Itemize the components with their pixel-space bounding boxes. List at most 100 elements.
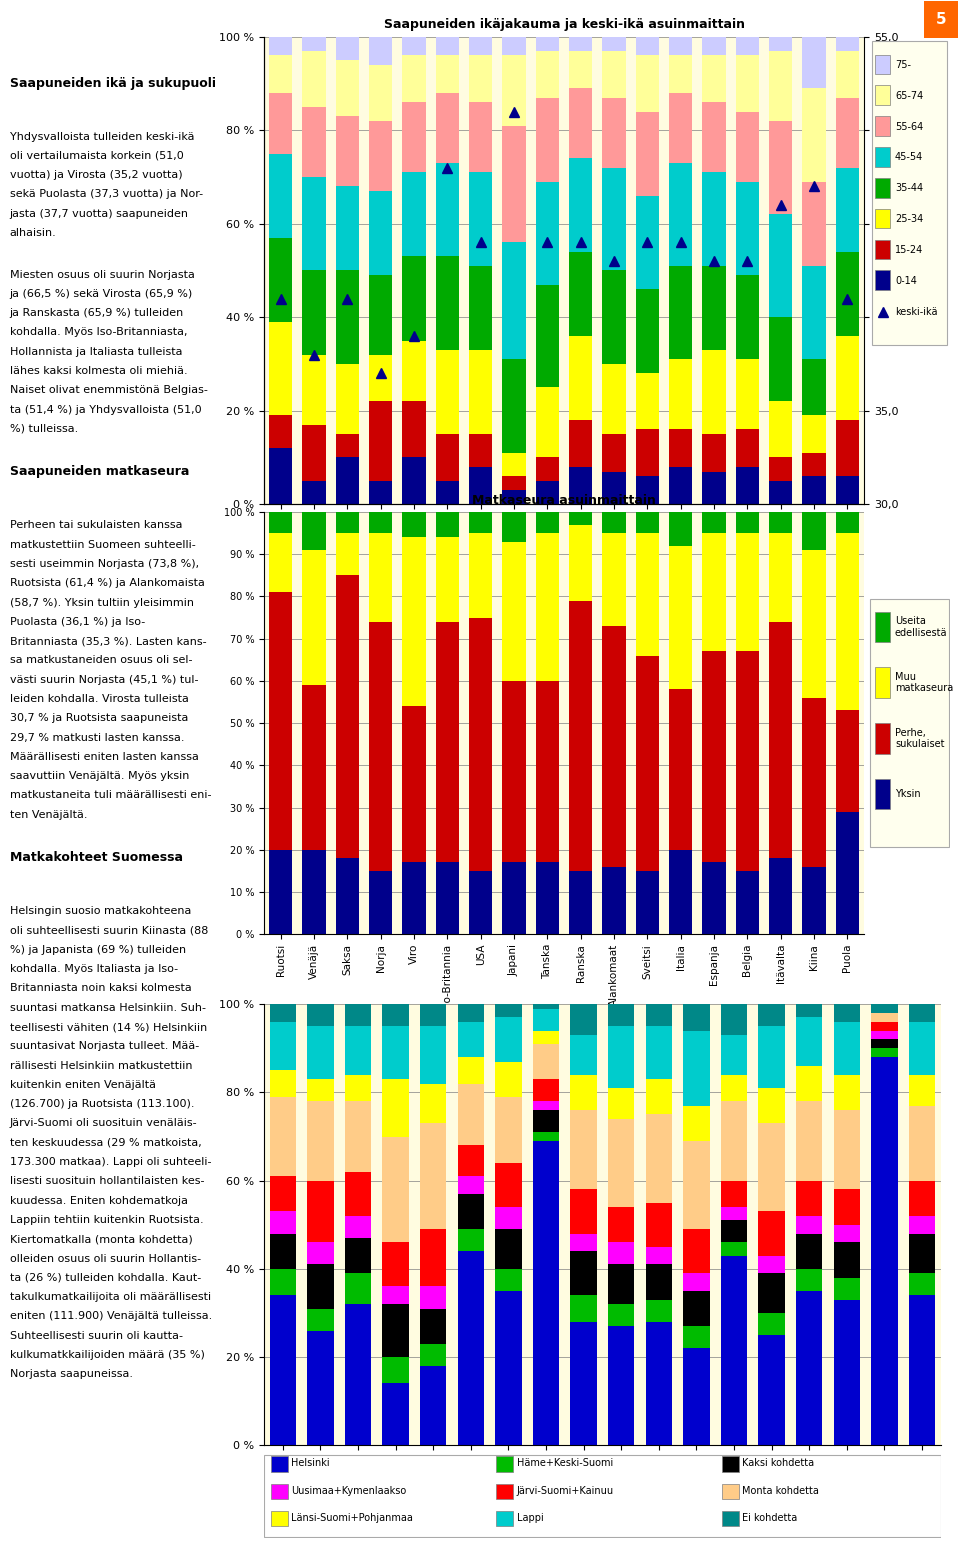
Y-axis label: keski-ikä: keski-ikä: [908, 246, 918, 295]
Bar: [533, 1141, 559, 1445]
Bar: [345, 1004, 372, 1026]
Text: sesti useimmin Norjasta (73,8 %),: sesti useimmin Norjasta (73,8 %),: [10, 559, 199, 569]
Bar: [536, 98, 559, 182]
Text: 173.300 matkaa). Lappi oli suhteeli-: 173.300 matkaa). Lappi oli suhteeli-: [10, 1158, 211, 1167]
Text: Miesten osuus oli suurin Norjasta: Miesten osuus oli suurin Norjasta: [10, 269, 195, 280]
Text: oli vertailumaista korkein (51,0: oli vertailumaista korkein (51,0: [10, 151, 183, 162]
Bar: [569, 89, 592, 159]
Bar: [769, 317, 792, 401]
Bar: [758, 1026, 784, 1088]
Bar: [307, 1026, 333, 1078]
Bar: [735, 511, 759, 533]
Bar: [469, 533, 492, 617]
Bar: [469, 511, 492, 533]
Bar: [703, 511, 726, 533]
Bar: [646, 1322, 672, 1445]
Bar: [602, 364, 626, 434]
Bar: [382, 1136, 409, 1242]
Bar: [769, 37, 792, 51]
Bar: [684, 1229, 709, 1273]
Bar: [495, 1162, 521, 1207]
Text: Suhteellisesti suurin oli kautta-: Suhteellisesti suurin oli kautta-: [10, 1330, 182, 1341]
Text: (126.700) ja Ruotsista (113.100).: (126.700) ja Ruotsista (113.100).: [10, 1099, 194, 1110]
Bar: [307, 1242, 333, 1265]
Bar: [735, 359, 759, 429]
Text: Matkakohteet Suomessa: Matkakohteet Suomessa: [10, 852, 182, 864]
Bar: [307, 1078, 333, 1102]
Text: Perhe, sukulaiset: Perhe, sukulaiset: [895, 727, 945, 749]
Bar: [835, 811, 859, 934]
Bar: [684, 1141, 709, 1229]
Bar: [703, 533, 726, 651]
Bar: [602, 533, 626, 626]
Bar: [420, 1004, 446, 1026]
Bar: [420, 1308, 446, 1344]
Bar: [833, 1075, 860, 1110]
Bar: [336, 270, 359, 364]
Bar: [833, 1225, 860, 1242]
Bar: [669, 511, 692, 545]
Bar: [872, 1013, 898, 1023]
Text: takulkumatkailijoita oli määrällisesti: takulkumatkailijoita oli määrällisesti: [10, 1291, 211, 1302]
Text: Lappiin tehtiin kuitenkin Ruotsista.: Lappiin tehtiin kuitenkin Ruotsista.: [10, 1215, 204, 1225]
Bar: [436, 56, 459, 93]
Text: Helsinki: Helsinki: [291, 1458, 329, 1469]
Bar: [345, 1075, 372, 1102]
Bar: [646, 1246, 672, 1265]
Bar: [684, 1105, 709, 1141]
Bar: [608, 1026, 635, 1088]
Bar: [684, 1273, 709, 1291]
Bar: [803, 511, 826, 550]
Bar: [496, 1484, 514, 1500]
Text: kulkumatkkailijoiden määrä (35 %): kulkumatkkailijoiden määrä (35 %): [10, 1350, 204, 1360]
Text: 65-74: 65-74: [895, 90, 924, 101]
Bar: [669, 93, 692, 163]
Bar: [721, 1242, 747, 1256]
Bar: [402, 511, 425, 538]
Bar: [602, 511, 626, 533]
Bar: [269, 448, 293, 503]
Bar: [735, 466, 759, 503]
Title: Matkaseura asuinmaittain: Matkaseura asuinmaittain: [472, 494, 656, 507]
Bar: [436, 163, 459, 256]
Bar: [382, 1242, 409, 1287]
Bar: [270, 1234, 296, 1268]
Bar: [307, 1265, 333, 1308]
Bar: [735, 37, 759, 56]
Bar: [769, 480, 792, 503]
Bar: [495, 1291, 521, 1445]
Bar: [803, 698, 826, 867]
Text: Ei kohdetta: Ei kohdetta: [742, 1514, 798, 1523]
Bar: [382, 1004, 409, 1026]
Bar: [495, 1018, 521, 1061]
Bar: [382, 1287, 409, 1304]
Bar: [569, 601, 592, 870]
Text: 45-54: 45-54: [895, 152, 924, 162]
Bar: [636, 870, 659, 934]
Bar: [872, 1049, 898, 1057]
Bar: [270, 1004, 296, 1023]
Bar: [269, 322, 293, 415]
Bar: [636, 56, 659, 112]
Bar: [803, 550, 826, 698]
Bar: [469, 103, 492, 172]
FancyBboxPatch shape: [872, 42, 948, 345]
Bar: [803, 415, 826, 452]
Bar: [302, 107, 325, 177]
Bar: [336, 858, 359, 934]
Bar: [569, 37, 592, 51]
Bar: [269, 93, 293, 154]
Bar: [402, 340, 425, 401]
Bar: [369, 65, 393, 121]
Bar: [307, 1181, 333, 1242]
Bar: [735, 182, 759, 275]
Bar: [458, 1057, 484, 1083]
Bar: [336, 511, 359, 533]
Text: Britanniasta noin kaksi kolmesta: Britanniasta noin kaksi kolmesta: [10, 984, 191, 993]
Text: 29,7 % matkusti lasten kanssa.: 29,7 % matkusti lasten kanssa.: [10, 732, 184, 743]
Bar: [909, 1273, 935, 1296]
Bar: [269, 154, 293, 238]
Text: Kiertomatkalla (monta kohdetta): Kiertomatkalla (monta kohdetta): [10, 1234, 192, 1245]
Bar: [876, 239, 890, 260]
Bar: [669, 690, 692, 850]
